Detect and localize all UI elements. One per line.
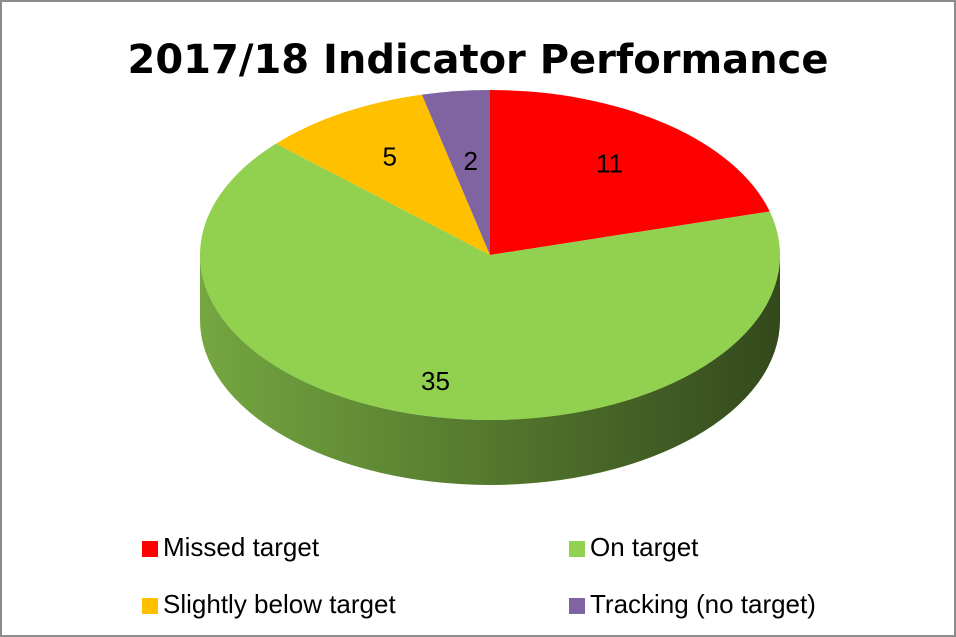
legend-label: Tracking (no target) — [590, 589, 816, 619]
legend-label: On target — [590, 532, 699, 562]
chart-title: 2017/18 Indicator Performance — [128, 37, 829, 83]
legend-label: Missed target — [163, 532, 320, 562]
data-label: 35 — [421, 366, 450, 396]
pie-slice — [199, 143, 780, 421]
legend-swatch — [569, 598, 585, 614]
pie-slice — [490, 90, 770, 255]
pie-side-shade — [200, 255, 780, 485]
legend-swatch — [142, 598, 158, 614]
data-label: 5 — [382, 141, 396, 171]
data-label: 11 — [596, 149, 623, 179]
pie-slice — [276, 94, 490, 256]
legend-swatch — [569, 541, 585, 557]
legend-swatch — [142, 541, 158, 557]
pie-slice — [421, 90, 490, 255]
data-label: 2 — [464, 146, 478, 176]
legend-label: Slightly below target — [163, 589, 396, 619]
